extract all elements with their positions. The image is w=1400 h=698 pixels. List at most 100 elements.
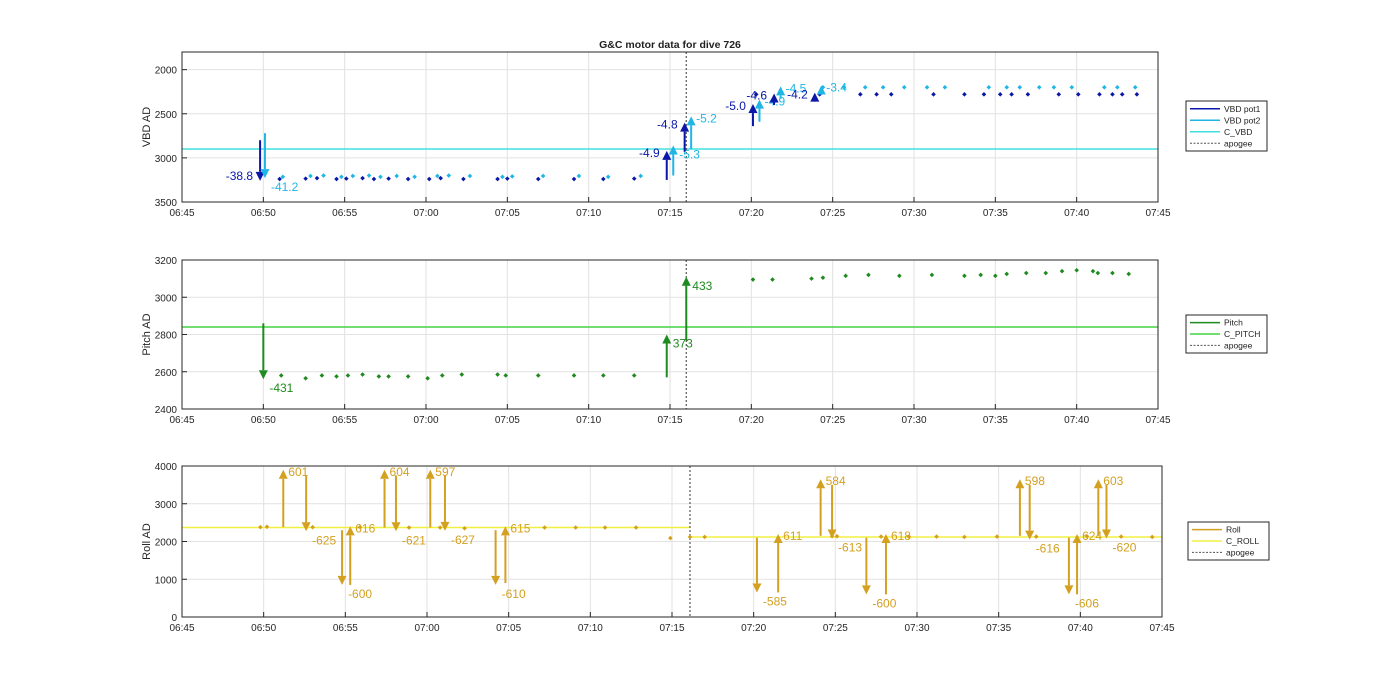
vbd-data-point bbox=[1051, 84, 1057, 90]
pitch-data-point bbox=[1095, 270, 1101, 276]
pitch-x-tick-label: 07:35 bbox=[983, 415, 1008, 426]
vbd-legend-label: VBD pot2 bbox=[1224, 115, 1261, 125]
roll-x-tick-label: 07:45 bbox=[1149, 623, 1174, 634]
pitch-data-point bbox=[750, 277, 756, 282]
pitch-data-point bbox=[1059, 268, 1065, 274]
pitch-data-point bbox=[345, 373, 351, 378]
roll-data-point bbox=[542, 525, 547, 530]
vbd-data-point bbox=[495, 176, 500, 182]
pitch-data-point bbox=[1074, 267, 1079, 273]
roll-x-tick-label: 07:40 bbox=[1068, 623, 1093, 634]
vbd-arrow-head bbox=[255, 171, 265, 181]
vbd-data-point bbox=[540, 173, 546, 179]
roll-data-point bbox=[906, 534, 912, 539]
pitch-x-tick-label: 07:45 bbox=[1145, 415, 1170, 426]
pitch-y-tick-label: 2800 bbox=[155, 331, 178, 342]
vbd-data-point bbox=[500, 174, 505, 180]
roll-arrow-label: -625 bbox=[312, 533, 336, 547]
pitch-arrow-label: -431 bbox=[269, 381, 293, 395]
pitch-x-tick-label: 07:25 bbox=[820, 415, 845, 426]
roll-x-tick-label: 07:05 bbox=[496, 623, 521, 634]
pitch-data-point bbox=[1126, 271, 1132, 277]
pitch-x-tick-label: 07:05 bbox=[495, 415, 520, 426]
vbd-data-point bbox=[986, 84, 992, 90]
roll-data-point bbox=[878, 534, 884, 539]
roll-data-point bbox=[462, 525, 467, 531]
roll-y-tick-label: 0 bbox=[171, 613, 177, 624]
pitch-data-point bbox=[1090, 268, 1096, 274]
pitch-data-point bbox=[993, 273, 998, 279]
roll-data-point bbox=[310, 524, 315, 530]
pitch-data-point bbox=[929, 272, 935, 278]
vbd-data-point bbox=[1134, 92, 1140, 97]
vbd-arrow-label: -4.2 bbox=[787, 88, 808, 102]
vbd-y-tick-label: 2500 bbox=[155, 110, 178, 121]
roll-data-point bbox=[1149, 534, 1155, 540]
vbd-data-point bbox=[461, 176, 466, 182]
vbd-arrow-label: -4.6 bbox=[746, 88, 767, 102]
pitch-data-point bbox=[1110, 270, 1115, 276]
pitch-data-point bbox=[978, 272, 983, 278]
vbd-y-axis-label: VBD AD bbox=[141, 107, 153, 147]
roll-arrow-label: 615 bbox=[510, 521, 530, 535]
pitch-data-point bbox=[535, 373, 541, 378]
vbd-x-tick-label: 07:30 bbox=[901, 208, 926, 219]
vbd-data-point bbox=[924, 84, 930, 90]
vbd-data-point bbox=[942, 84, 948, 90]
roll-arrow-label: -616 bbox=[1036, 542, 1060, 556]
roll-data-point bbox=[1084, 533, 1090, 539]
vbd-x-tick-label: 07:20 bbox=[739, 208, 764, 219]
vbd-x-tick-label: 06:45 bbox=[169, 208, 194, 219]
roll-data-point bbox=[406, 525, 412, 530]
roll-arrow-label: -606 bbox=[1075, 596, 1099, 610]
vbd-x-tick-label: 07:05 bbox=[495, 208, 520, 219]
pitch-data-point bbox=[631, 373, 637, 378]
roll-arrow-head bbox=[827, 529, 837, 539]
pitch-x-tick-label: 07:20 bbox=[739, 415, 764, 426]
roll-arrow-head bbox=[425, 469, 435, 479]
roll-x-tick-label: 07:35 bbox=[986, 623, 1011, 634]
vbd-data-point bbox=[303, 176, 308, 181]
vbd-data-point bbox=[1075, 92, 1081, 97]
roll-data-point bbox=[602, 525, 608, 530]
pitch-data-point bbox=[303, 375, 308, 381]
pitch-x-tick-label: 07:00 bbox=[413, 415, 438, 426]
roll-arrow-head bbox=[881, 533, 891, 543]
vbd-data-point bbox=[1102, 84, 1107, 90]
pitch-data-point bbox=[601, 373, 606, 378]
roll-arrow-label: -585 bbox=[763, 594, 787, 608]
vbd-data-point bbox=[1004, 84, 1010, 90]
vbd-arrow-head bbox=[748, 104, 758, 114]
roll-data-point bbox=[437, 525, 443, 530]
vbd-arrow-head bbox=[810, 92, 820, 102]
pitch-legend-label: Pitch bbox=[1224, 318, 1243, 328]
vbd-data-point bbox=[888, 92, 894, 97]
vbd-data-point bbox=[277, 176, 282, 182]
pitch-y-tick-label: 2400 bbox=[155, 405, 178, 416]
vbd-x-tick-label: 07:45 bbox=[1145, 208, 1170, 219]
roll-arrow-label: -600 bbox=[872, 596, 896, 610]
roll-arrow-label: 584 bbox=[826, 474, 846, 488]
vbd-data-point bbox=[962, 92, 967, 97]
roll-data-point bbox=[687, 534, 693, 540]
roll-x-tick-label: 07:00 bbox=[414, 623, 439, 634]
pitch-x-tick-label: 07:30 bbox=[901, 415, 926, 426]
roll-arrow-head bbox=[1101, 529, 1111, 539]
vbd-data-point bbox=[314, 175, 320, 181]
pitch-legend-label: apogee bbox=[1224, 340, 1253, 350]
vbd-data-point bbox=[997, 92, 1003, 97]
vbd-legend-label: C_VBD bbox=[1224, 127, 1252, 137]
pitch-x-tick-label: 07:40 bbox=[1064, 415, 1089, 426]
vbd-data-point bbox=[605, 174, 611, 180]
roll-data-point bbox=[633, 525, 639, 530]
roll-y-tick-label: 3000 bbox=[155, 500, 178, 511]
vbd-arrow-head bbox=[754, 99, 764, 109]
pitch-x-tick-label: 07:15 bbox=[657, 415, 682, 426]
roll-y-tick-label: 4000 bbox=[155, 462, 178, 473]
roll-arrow-head bbox=[1015, 479, 1025, 489]
pitch-data-point bbox=[843, 273, 848, 279]
vbd-data-point bbox=[1009, 92, 1014, 97]
vbd-x-tick-label: 07:25 bbox=[820, 208, 845, 219]
vbd-x-tick-label: 07:00 bbox=[413, 208, 438, 219]
roll-arrow-head bbox=[1064, 585, 1074, 595]
